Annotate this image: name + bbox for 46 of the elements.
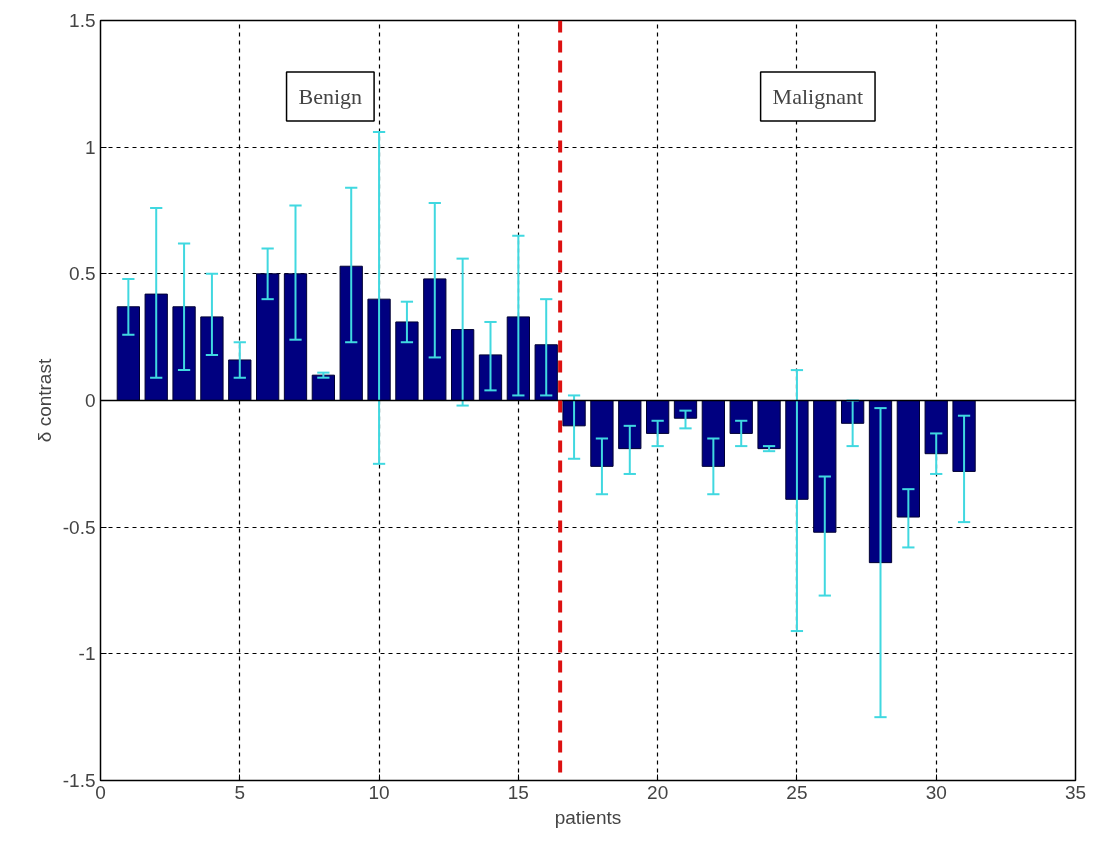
y-tick-label: 0.5 (69, 263, 96, 285)
x-tick-label: 30 (925, 781, 947, 803)
bar (646, 400, 670, 434)
bar (311, 374, 335, 401)
bar (116, 306, 140, 401)
y-axis-title: δ contrast (33, 358, 55, 443)
y-tick-label: 1 (84, 136, 96, 158)
y-tick-label: -0.5 (62, 516, 96, 538)
x-axis-title: patients (554, 806, 622, 828)
bar (673, 400, 698, 419)
x-tick-label: 35 (1064, 781, 1087, 803)
annotation: Benign (298, 84, 363, 109)
bar (339, 265, 363, 401)
y-tick-label: -1 (78, 643, 96, 665)
bar (506, 316, 530, 401)
bar (813, 400, 837, 533)
bar (144, 293, 168, 401)
bar (590, 400, 614, 467)
bar (701, 400, 725, 467)
bar (172, 306, 196, 401)
x-tick-label: 5 (234, 781, 246, 803)
bar (423, 278, 447, 401)
bar (896, 400, 920, 518)
x-tick-label: 10 (368, 781, 390, 803)
bar (757, 400, 781, 450)
bar (868, 400, 893, 564)
bar (228, 359, 252, 401)
x-tick-label: 20 (647, 781, 669, 803)
bar (924, 400, 948, 455)
x-tick-label: 15 (507, 781, 529, 803)
bar (283, 273, 308, 401)
bar (952, 400, 976, 472)
y-tick-label: -1.5 (62, 770, 96, 791)
bar (395, 321, 419, 401)
bar (729, 400, 753, 434)
bar (562, 400, 586, 427)
y-tick-label: 1.5 (69, 10, 96, 31)
bar (785, 400, 809, 500)
bar (367, 298, 391, 401)
bar (200, 316, 224, 401)
annotation: Malignant (772, 84, 864, 109)
bar (256, 273, 280, 401)
y-tick-label: 0 (84, 390, 96, 411)
bar (478, 354, 503, 401)
x-tick-label: 25 (786, 781, 808, 803)
bar (618, 400, 642, 450)
